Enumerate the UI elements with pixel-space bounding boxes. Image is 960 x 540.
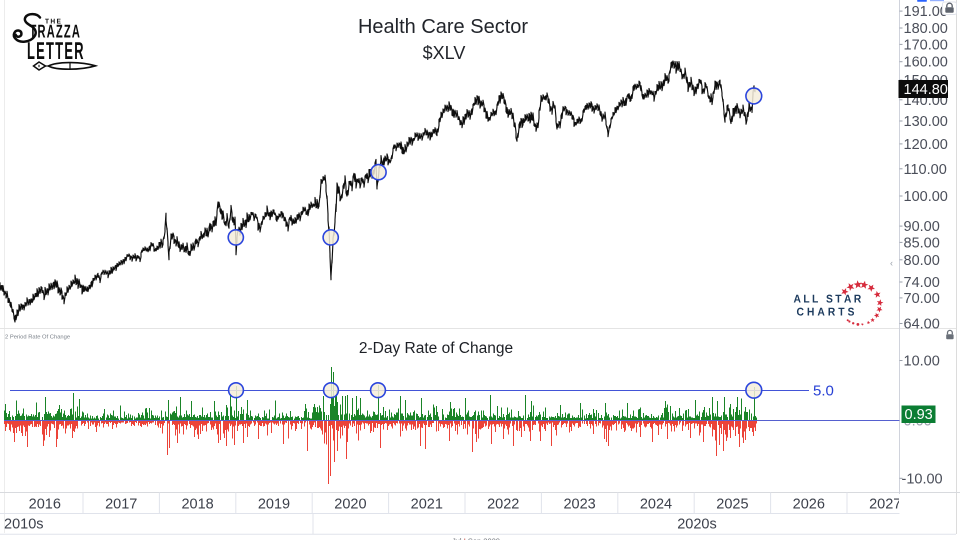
svg-text:2019: 2019 [258, 497, 290, 513]
svg-text:74.00: 74.00 [904, 275, 940, 291]
svg-text:2025: 2025 [716, 497, 748, 513]
svg-text:170.00: 170.00 [904, 37, 948, 53]
svg-text:2021: 2021 [411, 497, 443, 513]
svg-text:2 Period Rate Of Change: 2 Period Rate Of Change [5, 335, 70, 341]
svg-text:130.00: 130.00 [904, 114, 948, 130]
svg-text:2020s: 2020s [677, 517, 717, 533]
svg-text:160.00: 160.00 [904, 55, 948, 71]
svg-text:10.00: 10.00 [904, 354, 940, 370]
svg-text:‹: ‹ [890, 258, 893, 268]
svg-text:2-Day Rate of Change: 2-Day Rate of Change [359, 340, 513, 357]
svg-text:120.00: 120.00 [904, 137, 948, 153]
svg-text:2010s: 2010s [4, 517, 44, 533]
svg-text:2020: 2020 [334, 497, 366, 513]
svg-text:191.00: 191.00 [904, 4, 948, 20]
svg-text:2017: 2017 [105, 497, 137, 513]
svg-text:$XLV: $XLV [423, 43, 466, 63]
svg-text:85.00: 85.00 [904, 235, 940, 251]
svg-text:110.00: 110.00 [904, 162, 947, 178]
svg-text:64.00: 64.00 [904, 317, 940, 333]
svg-text:2018: 2018 [181, 497, 213, 513]
svg-text:2024: 2024 [640, 497, 672, 513]
svg-text:2023: 2023 [563, 497, 595, 513]
svg-text:2022: 2022 [487, 497, 519, 513]
svg-text:144.80: 144.80 [904, 82, 948, 98]
svg-text:2026: 2026 [793, 497, 825, 513]
svg-text:80.00: 80.00 [904, 253, 940, 269]
svg-text:2016: 2016 [29, 497, 61, 513]
svg-text:5.0: 5.0 [813, 383, 834, 400]
svg-text:Jul I Sep 2020: Jul I Sep 2020 [452, 537, 500, 540]
svg-text:Health Care Sector: Health Care Sector [358, 16, 528, 38]
svg-text:100.00: 100.00 [904, 189, 948, 205]
svg-text:70.00: 70.00 [904, 291, 940, 307]
svg-text:2027: 2027 [869, 497, 901, 513]
svg-text:90.00: 90.00 [904, 219, 940, 235]
svg-text:180.00: 180.00 [904, 21, 948, 37]
svg-text:-10.00: -10.00 [902, 471, 943, 487]
svg-text:0.93: 0.93 [905, 407, 933, 423]
